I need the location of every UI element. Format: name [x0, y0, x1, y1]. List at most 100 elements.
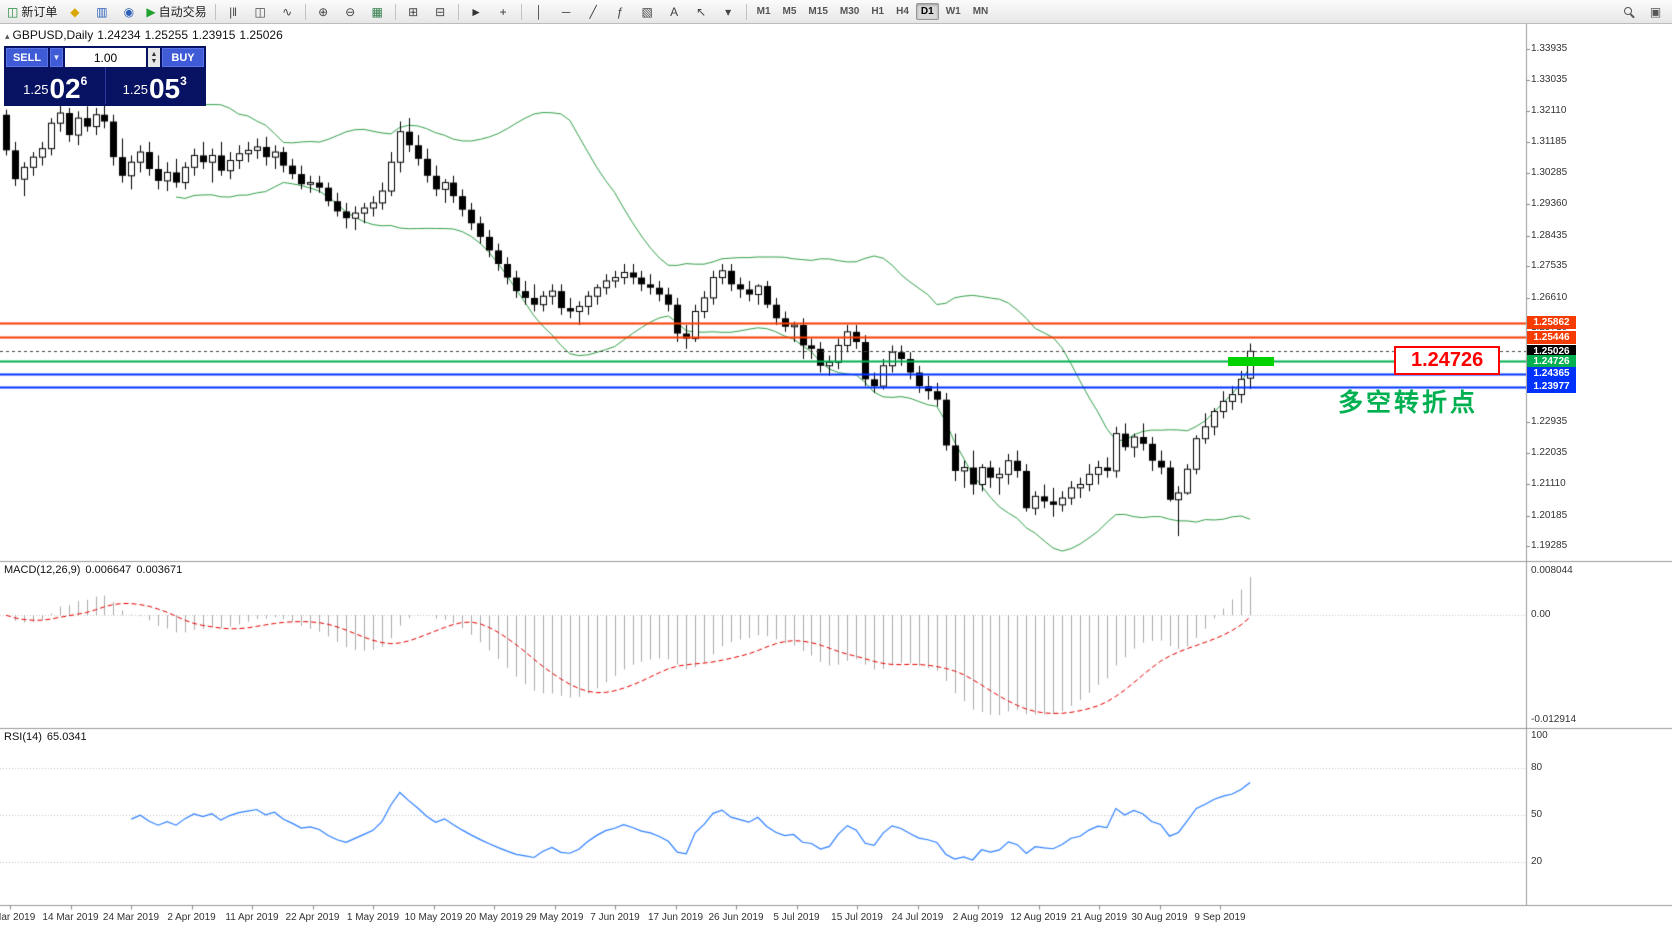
new-order-button[interactable]: ◫ 新订单 [4, 2, 60, 22]
stepper-down-icon[interactable]: ▼ [150, 57, 158, 65]
date-axis-label: 30 Aug 2019 [1131, 912, 1188, 923]
price-chart-canvas[interactable] [0, 24, 1672, 945]
rsi-axis-label: 50 [1531, 809, 1543, 820]
toolbar-separator [394, 3, 396, 20]
volume-stepper[interactable]: ▲ ▼ [148, 48, 160, 67]
sell-price-pip: 6 [80, 74, 88, 88]
macd-axis-label: 0.008044 [1531, 565, 1573, 576]
charts-button[interactable]: ◆ [62, 2, 87, 22]
tile-windows-button[interactable]: ⊞ [401, 2, 426, 22]
toolbar-separator [457, 3, 459, 20]
text-icon: A [670, 4, 679, 19]
quick-chat-button[interactable]: ▣ [1643, 2, 1668, 22]
toolbar-separator [214, 3, 216, 20]
timeframe-h4-button[interactable]: H4 [896, 6, 909, 17]
volume-input[interactable] [65, 48, 146, 67]
cascade-windows-button[interactable]: ⊟ [428, 2, 453, 22]
date-axis-label: 1 May 2019 [346, 912, 400, 923]
price-axis-label: 1.19285 [1531, 540, 1568, 552]
ohlc-bars-icon: |‖ [229, 4, 238, 19]
line-chart-button[interactable]: ∿ [275, 2, 300, 22]
autotrading-button[interactable]: ▶ 自动交易 [143, 2, 209, 22]
ohlc-low: 1.23915 [192, 28, 236, 42]
buy-price-display[interactable]: 1.25 05 3 [106, 67, 205, 104]
timeframe-w1-button[interactable]: W1 [945, 6, 961, 17]
date-axis-label: 2 Apr 2019 [167, 912, 216, 923]
toolbar-right-group: ▣ [1615, 2, 1669, 22]
macd-value-2: 0.003671 [136, 563, 183, 576]
zoom-out-icon: ⊖ [345, 4, 356, 19]
toolbar-separator [520, 3, 522, 20]
date-axis-label: 21 Aug 2019 [1070, 912, 1128, 923]
chart-window-icon: ◆ [70, 4, 80, 19]
ohlc-open: 1.24234 [97, 28, 141, 42]
timeframe-m5-button[interactable]: M5 [782, 6, 797, 17]
shapes-button[interactable]: ▧ [635, 2, 660, 22]
date-axis-label: 5 Jul 2019 [773, 912, 820, 923]
date-axis-label: 24 Jul 2019 [891, 912, 944, 923]
zoom-out-button[interactable]: ⊖ [338, 2, 363, 22]
trendline-button[interactable]: ╱ [581, 2, 606, 22]
navigator-icon: ◉ [123, 4, 135, 19]
horizontal-line-button[interactable]: ─ [554, 2, 579, 22]
tile-windows-icon: ⊞ [408, 4, 419, 19]
buy-button[interactable]: BUY [162, 48, 204, 67]
macd-axis-label: 0.00 [1531, 609, 1551, 621]
shapes-icon: ▧ [641, 4, 653, 19]
sell-button[interactable]: SELL [6, 48, 48, 67]
price-level-tag: 1.25446 [1527, 330, 1576, 344]
market-watch-button[interactable]: ▥ [89, 2, 114, 22]
macd-axis-label: -0.012914 [1531, 714, 1577, 725]
arrows-button[interactable]: ↖ [689, 2, 714, 22]
arrow-icon: ↖ [696, 4, 707, 19]
new-order-button-label: 新订单 [21, 5, 58, 19]
timeframe-m1-button[interactable]: M1 [756, 6, 771, 17]
turning-point-highlight[interactable] [1228, 357, 1274, 367]
price-axis-label: 1.29360 [1531, 198, 1568, 210]
auto-scroll-button[interactable]: ▦ [365, 2, 390, 22]
price-level-tag: 1.25026 [1527, 344, 1576, 358]
price-axis-label: 1.22035 [1531, 446, 1568, 458]
sell-price-display[interactable]: 1.25 02 6 [6, 67, 106, 104]
date-axis-label: 22 Apr 2019 [285, 912, 340, 923]
price-level-tag: 1.23977 [1527, 380, 1576, 394]
navigator-button[interactable]: ◉ [116, 2, 141, 22]
timeframe-m15-button[interactable]: M15 [808, 6, 828, 17]
toolbar-separator [745, 3, 747, 20]
sell-price-prefix: 1.25 [23, 82, 49, 97]
zoom-in-button[interactable]: ⊕ [311, 2, 336, 22]
fibonacci-button[interactable]: ƒ [608, 2, 633, 22]
trendline-icon: ╱ [589, 4, 597, 19]
toolbar: ◫ 新订单 ◆ ▥ ◉ ▶ 自动交易 |‖ ◫ ∿ ⊕ ⊖ ▦ ⊞ ⊟ ► + │ ─ ╱ ƒ ▧ A ↖ ▾ M1 M5 M15 M3… [0, 0, 1672, 24]
price-axis-label: 1.33035 [1531, 73, 1568, 85]
price-axis-label: 1.28435 [1531, 229, 1568, 241]
price-axis-label: 1.30285 [1531, 166, 1568, 178]
timeframe-mn-button[interactable]: MN [972, 6, 989, 17]
buy-price-big: 05 [148, 73, 181, 105]
turning-point-annotation[interactable]: 多空转折点 [1338, 389, 1479, 418]
volume-dropdown-button[interactable]: ▼ [50, 48, 63, 67]
crosshair-button[interactable]: + [491, 2, 516, 22]
vertical-line-button[interactable]: │ [527, 2, 552, 22]
one-click-trade-panel: SELL ▼ ▲▼ BUY 1.25 02 6 1.25 05 3 [4, 46, 206, 106]
stepper-up-icon[interactable]: ▲ [150, 50, 158, 58]
bar-chart-button[interactable]: |‖ [221, 2, 246, 22]
macd-name: MACD(12,26,9) [4, 563, 81, 576]
more-tools-button[interactable]: ▾ [716, 2, 741, 22]
date-axis-label: 9 Sep 2019 [1194, 912, 1246, 923]
text-label-button[interactable]: A [662, 2, 687, 22]
grid-icon: ▦ [371, 4, 383, 19]
vline-icon: │ [535, 4, 543, 19]
symbol-search-button[interactable] [1616, 2, 1641, 22]
candlestick-chart-button[interactable]: ◫ [248, 2, 273, 22]
chart-header: ▴ GBPUSD,Daily 1.24234 1.25255 1.23915 1.2502… [5, 28, 287, 42]
turning-point-price-label[interactable]: 1.24726 [1394, 346, 1501, 376]
timeframe-h1-button[interactable]: H1 [871, 6, 885, 17]
price-axis-label: 1.27535 [1531, 260, 1568, 272]
price-level-tag: 1.25862 [1527, 316, 1576, 330]
cursor-button[interactable]: ► [464, 2, 489, 22]
timeframe-d1-button[interactable]: D1 [915, 3, 939, 20]
sell-price-big: 02 [49, 73, 81, 105]
timeframe-m30-button[interactable]: M30 [839, 6, 860, 17]
rsi-value: 65.0341 [46, 730, 87, 743]
